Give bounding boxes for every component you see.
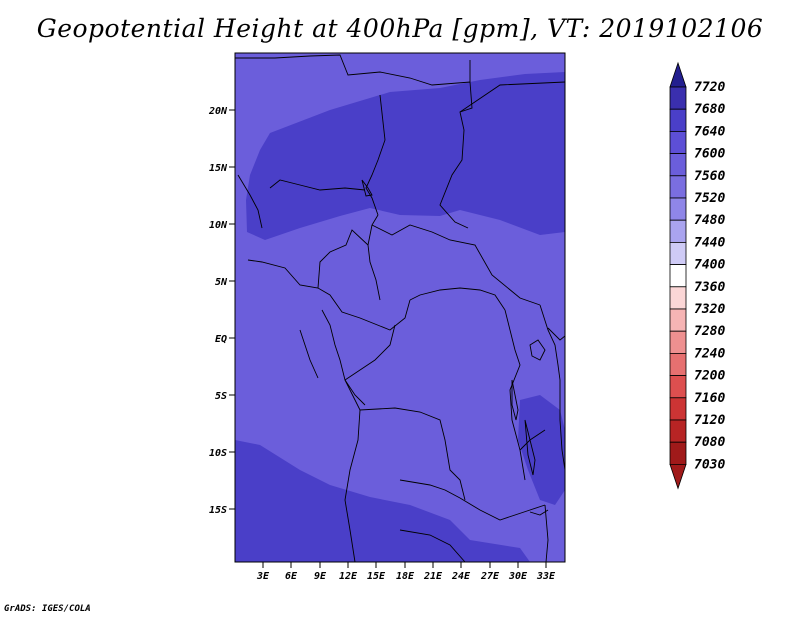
- grads-credit: GrADS: IGES/COLA: [4, 604, 91, 614]
- colorbar-segment: [669, 397, 687, 421]
- colorbar: 7720 7680 7640 7600 7560 7520 7480 7440 7400 7360…: [669, 61, 725, 490]
- colorbar-label: 7400: [694, 258, 725, 273]
- colorbar-label: 7030: [694, 457, 725, 472]
- lon-label: 33E: [536, 571, 556, 582]
- longitude-axis: 3E 6E 9E 12E 15E 18E 21E 24E 27E 30E 33E: [256, 562, 556, 582]
- lat-label: 5N: [215, 277, 228, 288]
- lon-label: 12E: [339, 571, 358, 582]
- colorbar-label: 7440: [694, 235, 725, 250]
- lat-label: 15S: [209, 505, 227, 516]
- lon-label: 30E: [508, 571, 528, 582]
- colorbar-segment: [669, 441, 687, 465]
- lat-label: 20N: [208, 106, 228, 117]
- latitude-axis: 20N 15N 10N 5N EQ 5S 10S 15S: [208, 106, 235, 516]
- lat-label: 15N: [209, 163, 228, 174]
- colorbar-segment: [669, 419, 687, 443]
- colorbar-segment: [669, 241, 687, 265]
- lon-label: 27E: [480, 571, 500, 582]
- field-7600-east: [518, 395, 565, 505]
- colorbar-segment: [669, 130, 687, 154]
- lat-label: 10N: [209, 220, 228, 231]
- colorbar-label: 7080: [694, 435, 725, 450]
- colorbar-segment: [669, 330, 687, 354]
- colorbar-label: 7120: [694, 413, 725, 428]
- colorbar-label: 7640: [694, 124, 725, 139]
- colorbar-label: 7480: [694, 213, 725, 228]
- lon-label: 21E: [423, 571, 443, 582]
- colorbar-label: 7240: [694, 346, 725, 361]
- colorbar-segment: [669, 86, 687, 110]
- lon-label: 6E: [285, 571, 298, 582]
- colorbar-segment: [669, 375, 687, 399]
- lat-label: EQ: [215, 334, 227, 345]
- colorbar-bottom-triangle: [669, 463, 687, 490]
- map-frame: [234, 52, 566, 563]
- lon-label: 3E: [256, 571, 270, 582]
- field-7600-south: [235, 440, 530, 562]
- map-title: Geopotential Height at 400hPa [gpm], VT:…: [36, 14, 764, 43]
- colorbar-label: 7600: [694, 147, 725, 162]
- colorbar-segment: [669, 108, 687, 132]
- colorbar-label: 7200: [694, 369, 725, 384]
- lon-label: 24E: [451, 571, 471, 582]
- colorbar-segment: [669, 219, 687, 243]
- field-7600-north: [246, 72, 565, 240]
- country-borders: [235, 54, 566, 563]
- lon-label: 18E: [396, 571, 415, 582]
- colorbar-segment: [669, 352, 687, 376]
- lon-label: 9E: [314, 571, 327, 582]
- colorbar-segment: [669, 264, 687, 288]
- lon-label: 15E: [367, 571, 386, 582]
- lakes: [361, 179, 549, 516]
- colorbar-label: 7560: [694, 169, 725, 184]
- colorbar-label: 7320: [694, 302, 725, 317]
- colorbar-label: 7160: [694, 391, 725, 406]
- colorbar-label: 7680: [694, 102, 725, 117]
- colorbar-top-triangle: [669, 61, 687, 88]
- colorbar-segment: [669, 153, 687, 177]
- lat-label: 5S: [215, 391, 227, 402]
- colorbar-segment: [669, 197, 687, 221]
- colorbar-segment: [669, 175, 687, 199]
- colorbar-segment: [669, 308, 687, 332]
- colorbar-segment: [669, 286, 687, 310]
- lat-label: 10S: [209, 448, 227, 459]
- colorbar-label: 7360: [694, 280, 725, 295]
- colorbar-label: 7280: [694, 324, 725, 339]
- colorbar-label: 7720: [694, 80, 725, 95]
- field-7600-regions: [235, 72, 565, 562]
- colorbar-label: 7520: [694, 191, 725, 206]
